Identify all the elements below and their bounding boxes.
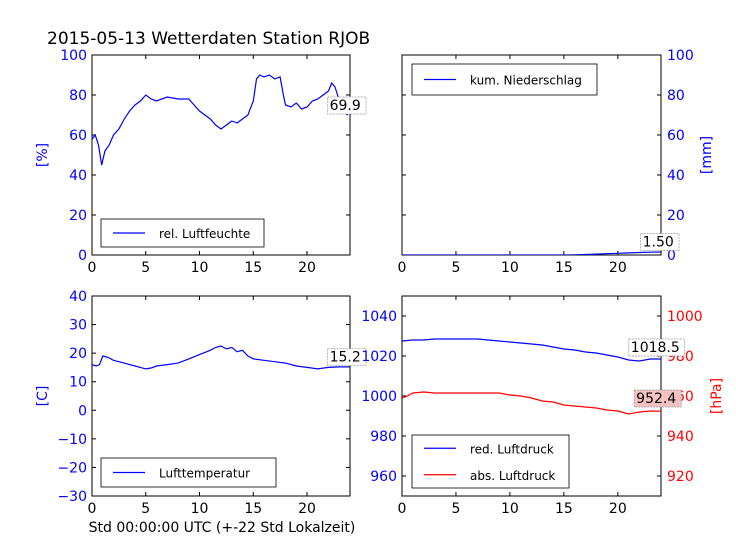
x-tick-label: 10 <box>191 260 209 276</box>
y-tick-label: −20 <box>57 460 87 476</box>
y-tick-label: −10 <box>57 432 87 448</box>
panel-humidity: 0 5 10 15 20 0 20 40 60 80 100 [%] 69.9 rel. Luftfeuc… <box>35 48 367 276</box>
x-tick-label: 5 <box>141 260 150 276</box>
value-callout-text: 1.50 <box>643 234 674 250</box>
x-tick-label: 15 <box>244 260 262 276</box>
y-tick-label: 960 <box>370 469 397 485</box>
y-tick-label: 80 <box>667 88 685 104</box>
legend-label: kum. Niederschlag <box>470 74 582 88</box>
value-callout-box <box>640 233 680 251</box>
panel-temperature: 0 5 10 15 20 −30 −20 −10 0 10 20 30 40 [C] 15.2 Lufttem… <box>35 289 367 517</box>
y-tick-label: 60 <box>667 128 685 144</box>
series-line-precip-0 <box>402 251 661 255</box>
legend-label: Lufttemperatur <box>159 467 250 481</box>
panel-precip: 0 5 10 15 20 0 20 40 60 80 100 [mm] 1.50 kum. Nieders… <box>398 48 715 276</box>
value-callout-text: 69.9 <box>330 98 361 114</box>
x-tick-label: 0 <box>88 260 97 276</box>
x-tick-label: 10 <box>191 501 209 517</box>
value-callout-box <box>327 96 367 115</box>
value-callout-text: 15.2 <box>330 350 361 366</box>
figure-xlabel: Std 00:00:00 UTC (+-22 Std Lokalzeit) <box>89 520 356 536</box>
y-tick-label: 10 <box>69 375 87 391</box>
y-tick-label: 100 <box>60 48 87 64</box>
value-callout-box <box>327 348 367 367</box>
x-tick-label: 20 <box>298 260 316 276</box>
x-tick-label: 0 <box>398 501 407 517</box>
y-right-tick-label: 920 <box>667 469 694 485</box>
value-callout-box <box>633 389 682 408</box>
y-tick-label: 20 <box>69 208 87 224</box>
x-tick-label: 15 <box>244 501 262 517</box>
series-line-pressure-0 <box>402 338 661 362</box>
y-tick-label: 1040 <box>361 309 397 325</box>
y-tick-label: 0 <box>78 403 87 419</box>
value-callout-box <box>628 338 685 357</box>
y-tick-label: 0 <box>667 248 676 264</box>
x-tick-label: 5 <box>451 501 460 517</box>
series-line-temperature-0 <box>92 345 350 370</box>
y-tick-label: 30 <box>69 318 87 334</box>
x-tick-label: 20 <box>609 501 627 517</box>
y-right-tick-label: 1000 <box>667 309 703 325</box>
y-axis-label: [mm] <box>699 136 715 174</box>
legend-label: red. Luftdruck <box>470 442 554 456</box>
x-tick-label: 5 <box>141 501 150 517</box>
y-tick-label: 40 <box>667 168 685 184</box>
plot-frame-temperature <box>91 295 351 497</box>
y-tick-label: 100 <box>667 48 694 64</box>
y-tick-label: 980 <box>370 429 397 445</box>
x-tick-label: 0 <box>88 501 97 517</box>
y-tick-label: 40 <box>69 168 87 184</box>
x-tick-label: 15 <box>555 260 573 276</box>
y-tick-label: −30 <box>57 489 87 505</box>
y-tick-label: 20 <box>667 208 685 224</box>
x-tick-label: 15 <box>555 501 573 517</box>
x-tick-label: 10 <box>501 260 519 276</box>
x-tick-label: 0 <box>398 260 407 276</box>
x-tick-label: 10 <box>501 501 519 517</box>
x-tick-label: 20 <box>298 501 316 517</box>
legend-label: abs. Luftdruck <box>470 469 555 483</box>
y-tick-label: 80 <box>69 88 87 104</box>
y-tick-label: 0 <box>78 248 87 264</box>
y-tick-label: 1000 <box>361 389 397 405</box>
legend-box <box>411 434 570 489</box>
value-callout-text: 1018.5 <box>631 340 680 356</box>
x-tick-label: 20 <box>609 260 627 276</box>
plot-frame-humidity <box>91 54 351 256</box>
y-right-axis-label: [hPa] <box>709 378 725 414</box>
series-line-pressure-1 <box>402 391 661 415</box>
figure-title: 2015-05-13 Wetterdaten Station RJOB <box>47 29 370 49</box>
panel-pressure: 0510152096098010001020104092094096098010… <box>361 295 725 517</box>
y-tick-label: 40 <box>69 289 87 305</box>
value-callout-text: 952.4 <box>636 391 676 407</box>
y-right-tick-label: 940 <box>667 429 694 445</box>
y-tick-label: 60 <box>69 128 87 144</box>
legend-label: rel. Luftfeuchte <box>159 227 250 241</box>
y-tick-label: 1020 <box>361 349 397 365</box>
series-line-humidity-0 <box>92 74 349 166</box>
y-axis-label: [C] <box>35 386 51 407</box>
x-tick-label: 5 <box>451 260 460 276</box>
y-axis-label: [%] <box>35 143 51 167</box>
y-tick-label: 20 <box>69 346 87 362</box>
legend-box <box>411 63 598 96</box>
